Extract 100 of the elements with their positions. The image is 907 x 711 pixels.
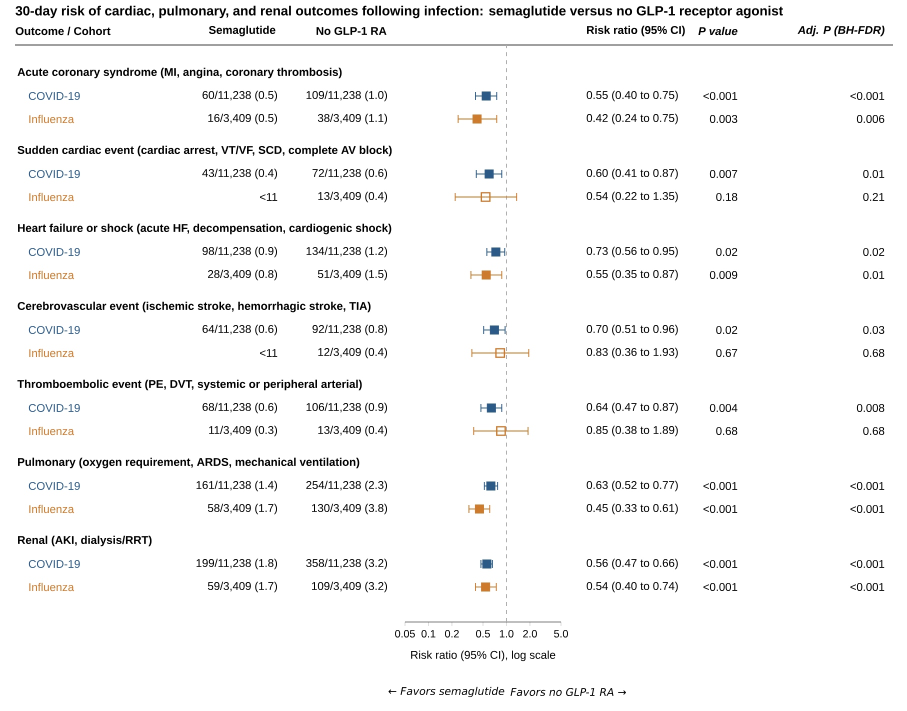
text: 0.009 [710,270,738,279]
x-axis-title: Risk ratio (95% CI), log scale [411,650,556,662]
text: ← Favors semaglutide [388,686,504,698]
x-tick-label: 1.0 [500,630,514,638]
text: 0.21 [863,193,884,201]
text: 13/3,409 (0.4) [318,426,388,436]
text: 0.60 (0.41 to 0.87) [586,168,678,180]
text: 0.64 (0.47 to 0.87) [586,402,678,414]
text: 59/3,409 (1.7) [208,582,278,592]
text: 254/11,238 (2.3) [306,480,388,492]
text: 109/3,409 (3.2) [312,582,388,592]
chart-title: 30-day risk of cardiac, pulmonary, and renal outcomes following infection: semaglutide versus no GLP-1 receptor agonist [16,6,783,18]
text: 13/3,409 (0.4) [318,192,388,202]
text: Influenza [29,270,74,280]
text: 134/11,238 (1.2) [306,246,388,258]
text: 0.73 (0.56 to 0.95) [586,246,678,258]
text: 0.42 (0.24 to 0.75) [586,114,678,124]
text: 0.68 [863,349,884,357]
text: 64/11,238 (0.6) [202,324,278,336]
text: 0.85 (0.38 to 1.89) [586,426,678,436]
text: 11/3,409 (0.3) [209,426,278,436]
text: 0.01 [863,270,884,279]
text: 72/11,238 (0.6) [312,168,388,180]
text: 0.54 (0.22 to 1.35) [586,192,678,202]
text: 199/11,238 (1.8) [196,558,278,570]
text: 0.55 (0.40 to 0.75) [586,90,678,102]
text: <0.001 [703,92,738,100]
text: 98/11,238 (0.9) [202,246,278,258]
y-tick-label: Renal (AKI, dialysis/RRT) [18,536,152,546]
text: COVID-19 [28,560,80,568]
text: 0.02 [716,248,738,256]
text: 0.008 [856,404,884,412]
text: 60/11,238 (0.5) [202,90,278,102]
text: 0.02 [716,326,738,334]
text: 0.67 [716,349,738,357]
text: 0.63 (0.52 to 0.77) [586,480,678,492]
text: <0.001 [850,92,884,100]
text: 12/3,409 (0.4) [318,348,388,358]
text: 0.56 (0.47 to 0.66) [586,558,678,570]
text: No GLP-1 RA [316,27,386,35]
text: 130/3,409 (3.8) [312,504,388,514]
text: Influenza [29,192,74,202]
text: Influenza [29,504,74,514]
text: 0.68 [716,426,738,435]
text: 0.54 (0.40 to 0.74) [586,582,678,592]
y-tick-label: Sudden cardiac event (cardiac arrest, VT/VF, SCD, complete AV block) [18,146,392,156]
y-tick-label: Thromboembolic event (PE, DVT, systemic or peripheral arterial) [17,380,362,390]
text: 16/3,409 (0.5) [208,114,278,124]
text: 51/3,409 (1.5) [318,270,388,280]
text: COVID-19 [28,326,80,334]
x-tick-label: 0.2 [444,630,459,638]
text: Outcome / Cohort [16,26,110,36]
text: Influenza [29,348,74,358]
x-tick-label: 0.5 [476,630,490,638]
text: 38/3,409 (1.1) [318,114,388,124]
y-tick-label: Cerebrovascular event (ischemic stroke, hemorrhagic stroke, TIA) [18,302,371,312]
text: 106/11,238 (0.9) [306,402,388,414]
text: 0.004 [710,404,738,412]
text: 0.02 [863,248,884,256]
y-tick-label: Acute coronary syndrome (MI, angina, coronary thrombosis) [18,68,342,78]
text: <0.001 [850,582,884,591]
text: Risk ratio (95% CI) [587,26,685,36]
y-tick-label: Heart failure or shock (acute HF, decompensation, cardiogenic shock) [18,224,392,234]
text: 92/11,238 (0.8) [312,324,388,336]
text: Adj. P (BH-FDR) [798,26,884,36]
x-tick-label: 0.1 [422,630,436,638]
text: COVID-19 [28,482,80,490]
text: <11 [260,349,278,357]
text: 0.55 (0.35 to 0.87) [586,270,678,280]
text: Influenza [29,114,74,124]
text: 0.18 [716,193,738,201]
x-tick-label: 2.0 [523,630,537,638]
text: <0.001 [703,582,738,591]
text: COVID-19 [28,92,80,100]
text: 109/11,238 (1.0) [306,90,388,102]
text: <0.001 [850,482,884,490]
text: <0.001 [703,504,738,513]
y-tick-label: Pulmonary (oxygen requirement, ARDS, mechanical ventilation) [18,458,360,468]
text: 0.45 (0.33 to 0.61) [586,504,678,514]
text: 0.007 [710,170,738,178]
text: Favors no GLP-1 RA → [510,688,626,696]
text: 0.01 [863,170,884,178]
text: 0.03 [863,326,884,334]
text: <11 [260,193,278,201]
text: COVID-19 [28,404,80,412]
text: 161/11,238 (1.4) [196,480,278,492]
text: 28/3,409 (0.8) [208,270,278,280]
text: COVID-19 [28,248,80,256]
text: Influenza [29,426,74,436]
text: P value [698,26,738,36]
text: 43/11,238 (0.4) [202,168,278,180]
text: 358/11,238 (3.2) [306,558,388,570]
text: 58/3,409 (1.7) [208,504,278,514]
text: Semaglutide [208,26,276,36]
text: COVID-19 [28,170,80,178]
text: <0.001 [703,482,738,490]
text: <0.001 [850,504,884,513]
x-tick-label: 0.05 [395,630,415,638]
x-tick-label: 5.0 [554,630,568,638]
text: 0.003 [710,115,738,123]
